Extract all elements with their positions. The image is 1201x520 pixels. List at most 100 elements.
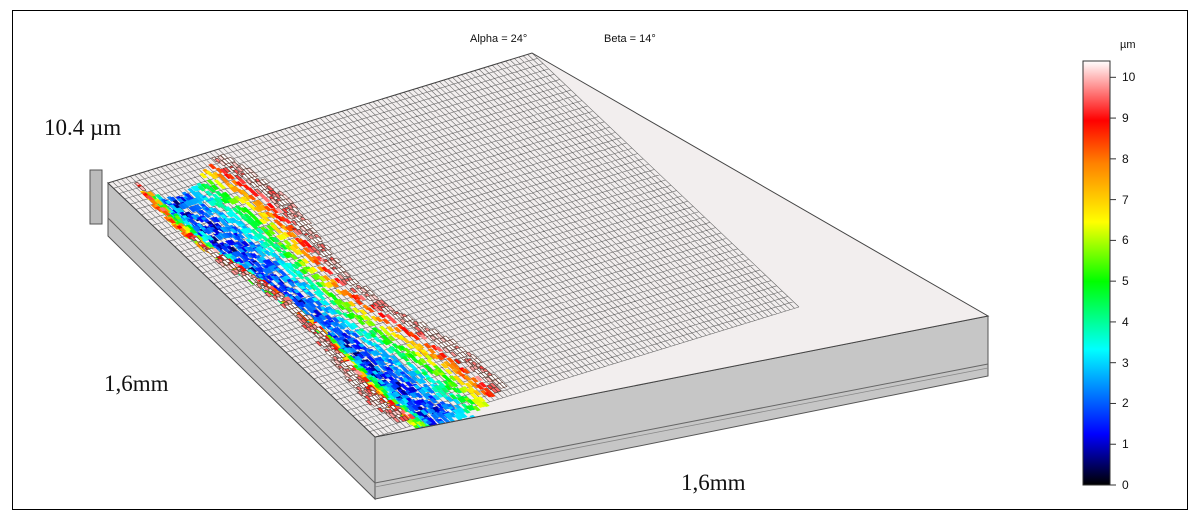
trench-cell	[387, 399, 396, 406]
trench-cell	[284, 296, 293, 302]
trench-cell	[368, 329, 378, 336]
trench-cell	[377, 379, 386, 386]
trench-cell	[323, 282, 332, 289]
trench-cell	[481, 401, 490, 407]
trench-cell	[349, 347, 358, 354]
trench-cell	[435, 333, 444, 339]
colorbar-unit: µm	[1120, 39, 1136, 51]
trench-cell	[229, 228, 239, 234]
trench-cell	[381, 318, 391, 325]
trench-cell	[393, 409, 403, 416]
trench-cell	[384, 338, 393, 345]
trench-cell	[181, 202, 190, 209]
trench-cell	[218, 160, 227, 167]
trench-cell	[235, 166, 245, 173]
trench-cell	[436, 354, 445, 361]
trench-cell	[240, 196, 250, 202]
trench-cell	[207, 187, 217, 193]
trench-cell	[309, 227, 318, 234]
trench-cell	[337, 339, 347, 346]
trench-cell	[408, 363, 417, 370]
trench-cell	[255, 227, 265, 234]
trench-cell	[274, 228, 283, 234]
trench-cell	[257, 251, 267, 258]
trench-cell	[265, 185, 275, 191]
trench-cell	[337, 352, 347, 358]
trench-cell	[427, 348, 436, 354]
trench-cell	[431, 328, 440, 335]
trench-cell	[337, 304, 346, 311]
trench-cell	[444, 384, 453, 391]
trench-cell	[373, 365, 382, 372]
z-scale-label: 10.4 µm	[44, 115, 122, 140]
trench-cell	[205, 235, 215, 241]
trench-cell	[277, 291, 286, 298]
trench-cell	[266, 246, 276, 253]
trench-cell	[264, 231, 273, 237]
trench-cell	[274, 207, 284, 214]
trench-cell	[322, 275, 331, 281]
trench-cell	[325, 269, 334, 275]
trench-cell	[357, 319, 366, 326]
colorbar-tick-label: 6	[1122, 233, 1129, 248]
trench-cell	[377, 312, 387, 318]
beta-label: Beta = 14°	[604, 33, 656, 45]
trench-cell	[350, 322, 359, 329]
trench-cell	[247, 194, 257, 201]
trench-cell	[346, 360, 355, 367]
trench-cell	[418, 378, 427, 384]
trench-cell	[249, 229, 259, 235]
trench-cell	[262, 241, 272, 247]
trench-cell	[386, 326, 395, 332]
trench-cell	[387, 335, 396, 342]
y-extent-label: 1,6mm	[104, 371, 169, 396]
trench-cell	[216, 173, 225, 179]
trench-cell	[214, 234, 224, 241]
trench-cell	[319, 330, 328, 337]
trench-cell	[424, 354, 434, 361]
trench-cell	[219, 168, 228, 175]
trench-cell	[409, 386, 418, 393]
trench-cell	[401, 355, 410, 362]
trench-cell	[435, 392, 444, 398]
trench-cell	[177, 218, 186, 225]
trench-cell	[237, 198, 247, 204]
trench-cell	[413, 325, 423, 332]
trench-cell	[359, 287, 368, 294]
colorbar-tick-label: 10	[1122, 70, 1136, 85]
colorbar-tick-label: 2	[1122, 396, 1129, 411]
trench-cell	[281, 231, 291, 238]
trench-cell	[266, 224, 275, 231]
trench-cell	[235, 241, 244, 247]
trench-cell	[253, 261, 262, 268]
trench-cell	[478, 381, 488, 388]
trench-cell	[389, 392, 399, 399]
trench-cell	[347, 300, 357, 307]
trench-cell	[336, 274, 346, 280]
trench-cell	[289, 272, 298, 278]
trench-cell	[314, 236, 324, 243]
trench-cell	[407, 413, 416, 420]
trench-cell	[316, 289, 325, 296]
trench-cell	[438, 389, 447, 396]
trench-cell	[472, 405, 481, 412]
trench-cell	[208, 163, 217, 170]
trench-cell	[339, 290, 348, 297]
trench-cell	[301, 258, 310, 264]
trench-cell	[416, 343, 425, 349]
trench-cell	[452, 375, 462, 381]
trench-cell	[463, 375, 472, 381]
trench-cell	[241, 263, 250, 269]
trench-cell	[222, 167, 231, 173]
trench-cell	[459, 412, 468, 418]
trench-cell	[337, 280, 347, 286]
trench-cell	[414, 392, 424, 399]
trench-cell	[238, 178, 247, 185]
trench-cell	[434, 346, 444, 352]
trench-cell	[284, 226, 294, 232]
trench-cell	[472, 389, 482, 396]
trench-cell	[464, 361, 474, 368]
trench-cell	[415, 359, 425, 366]
trench-cell	[354, 299, 364, 306]
